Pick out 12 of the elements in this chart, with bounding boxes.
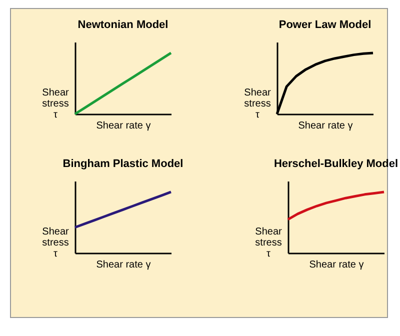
- chart-title: Newtonian Model: [78, 19, 168, 31]
- chart-title: Power Law Model: [278, 19, 372, 31]
- y-axis-title: Shear stress τ: [42, 226, 70, 260]
- y-axis-title: Shear stress τ: [42, 88, 70, 120]
- chart-title: Herschel-Bulkley Model: [274, 158, 398, 170]
- y-axis-title: Shear stress τ: [244, 88, 272, 120]
- x-axis-title: Shear rate γ: [298, 120, 353, 132]
- x-axis-title: Shear rate γ: [96, 120, 151, 132]
- x-axis-title: Shear rate γ: [96, 260, 151, 270]
- chart-title: Bingham Plastic Model: [62, 158, 184, 170]
- y-axis-title: Shear stress τ: [255, 226, 283, 260]
- x-axis-title: Shear rate γ: [309, 260, 364, 270]
